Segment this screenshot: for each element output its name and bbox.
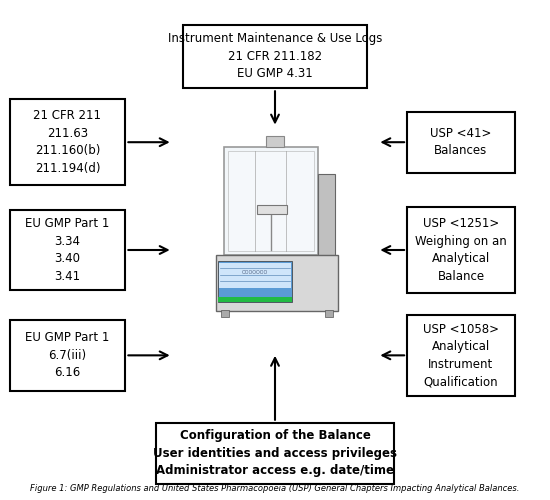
FancyBboxPatch shape <box>257 205 287 214</box>
FancyBboxPatch shape <box>224 147 318 255</box>
FancyBboxPatch shape <box>183 24 367 88</box>
Text: Configuration of the Balance
User identities and access privileges
Administrator: Configuration of the Balance User identi… <box>153 430 397 478</box>
Text: OOOOOOO: OOOOOOO <box>242 270 268 275</box>
FancyBboxPatch shape <box>407 207 515 293</box>
Text: Figure 1: GMP Regulations and United States Pharmacopoeia (USP) General Chapters: Figure 1: GMP Regulations and United Sta… <box>30 484 520 492</box>
Text: USP <41>
Balances: USP <41> Balances <box>430 127 492 158</box>
FancyBboxPatch shape <box>219 263 291 288</box>
FancyBboxPatch shape <box>218 298 292 302</box>
FancyBboxPatch shape <box>218 261 292 302</box>
Text: Instrument Maintenance & Use Logs
21 CFR 211.182
EU GMP 4.31: Instrument Maintenance & Use Logs 21 CFR… <box>168 32 382 80</box>
Text: EU GMP Part 1
3.34
3.40
3.41: EU GMP Part 1 3.34 3.40 3.41 <box>25 217 109 283</box>
FancyBboxPatch shape <box>9 320 125 391</box>
Text: EU GMP Part 1
6.7(iii)
6.16: EU GMP Part 1 6.7(iii) 6.16 <box>25 332 109 380</box>
FancyBboxPatch shape <box>324 310 333 317</box>
FancyBboxPatch shape <box>221 310 229 317</box>
FancyBboxPatch shape <box>9 100 125 185</box>
Text: USP <1251>
Weighing on an
Analytical
Balance: USP <1251> Weighing on an Analytical Bal… <box>415 217 507 283</box>
Text: 21 CFR 211
211.63
211.160(b)
211.194(d): 21 CFR 211 211.63 211.160(b) 211.194(d) <box>34 110 102 175</box>
Text: USP <1058>
Analytical
Instrument
Qualification: USP <1058> Analytical Instrument Qualifi… <box>423 322 499 388</box>
FancyBboxPatch shape <box>266 136 284 147</box>
FancyBboxPatch shape <box>318 174 336 255</box>
FancyBboxPatch shape <box>407 112 515 173</box>
FancyBboxPatch shape <box>9 210 125 290</box>
FancyBboxPatch shape <box>156 422 394 484</box>
FancyBboxPatch shape <box>216 255 338 311</box>
FancyBboxPatch shape <box>228 151 314 251</box>
FancyBboxPatch shape <box>407 315 515 396</box>
